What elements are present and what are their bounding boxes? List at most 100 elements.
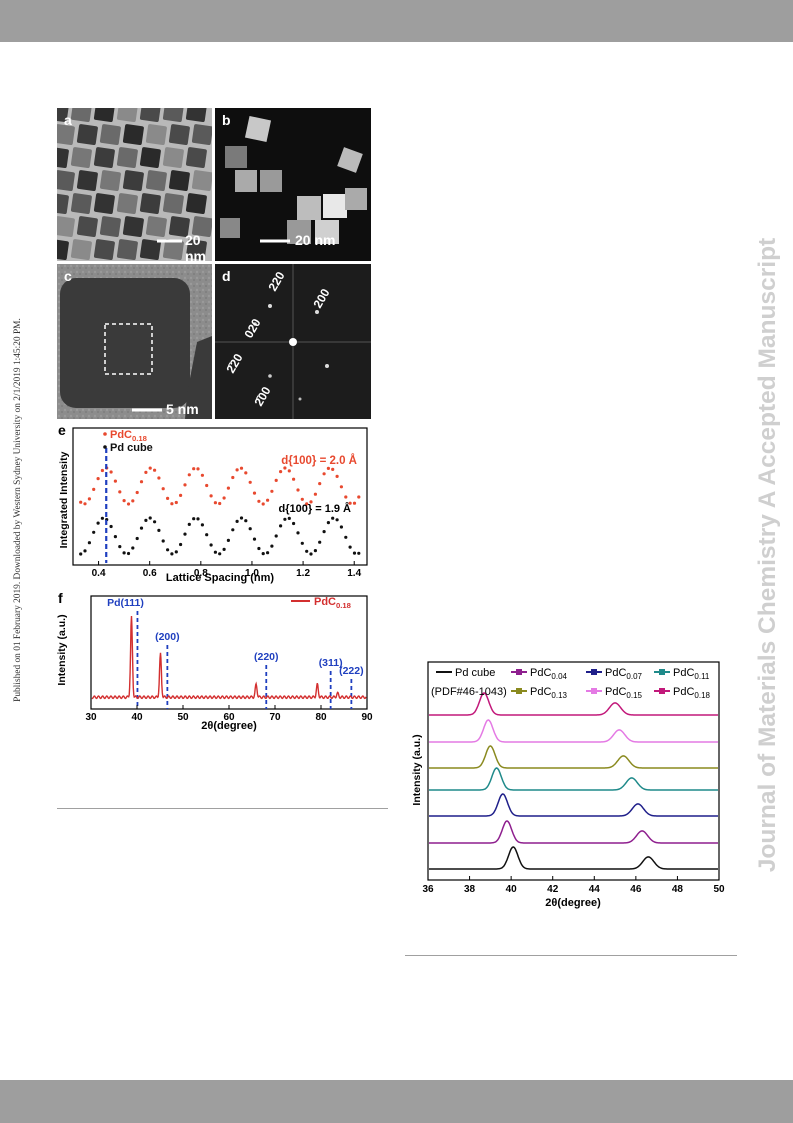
fft-spot-neg220: 2̄20 [223,351,245,376]
nanocube [168,170,190,192]
chart-e-point [166,496,170,500]
chart-e-point [161,487,165,491]
nanocube [139,239,161,261]
chart-e-point [322,472,326,476]
legend-square [516,669,522,675]
chart-f-tick-label: 70 [269,712,281,723]
nanocube [93,239,115,261]
nanocube [162,108,184,123]
nanocube [76,124,98,146]
chart-e-annotation-pdc: d{100} = 2.0 Å [281,454,357,467]
chart-e-point [279,470,283,474]
chart-e-xlabel: Lattice Spacing (nm) [166,572,275,584]
chart-f-ylabel: Intensity (a.u.) [56,614,68,685]
chart-f-tick-label: 30 [85,712,97,723]
nanocube [76,216,98,238]
chart-g-tick-label: 40 [506,884,518,895]
figure-divider-right [405,955,737,956]
chart-e-point [300,541,304,545]
chart-e-tick-label: 0.6 [143,568,157,579]
chart-e-point [192,467,196,471]
nanocube [260,170,282,192]
chart-e-point [196,467,200,471]
chart-f-reference-label: (220) [254,651,279,663]
chart-e-point [83,549,87,553]
nanocube [185,193,207,215]
nanocube [57,193,69,215]
nanocube [323,194,347,218]
chart-g-tick-label: 46 [630,884,642,895]
chart-e-point [187,473,191,477]
fft-spot-020: 020 [241,316,263,341]
chart-e-point [283,466,287,470]
chart-e-point [113,535,117,539]
chart-e-point [322,530,326,534]
chart-e-point [270,544,274,548]
nanocube [345,188,367,210]
chart-e-point [296,531,300,535]
chart-e-point [244,471,248,475]
chart-e-point [79,552,83,556]
chart-e-point [170,502,174,506]
chart-e-point [157,476,161,480]
fft-spot-200: 200 [310,286,332,311]
chart-e-point [248,480,252,484]
chart-e-tick-label: 1.2 [296,568,310,579]
chart-f-reference-label: (311) [319,657,343,669]
chart-f-tick-label: 60 [223,712,235,723]
chart-e-point [87,541,91,545]
legend-pdc018: PdC0.18 [314,596,352,610]
nanocube [93,147,115,169]
nanocube [99,170,121,192]
chart-e-point [209,494,213,498]
panel-label-c-text: c [64,268,72,284]
chart-e-point [339,525,343,529]
nanocube [122,170,144,192]
nanocube [57,239,69,261]
nanocube [122,216,144,238]
chart-f-tick-label: 40 [131,712,143,723]
chart-e-point [96,477,100,481]
legend-entry: PdC0.18 [673,686,711,700]
hrtem-panel-c: a c 5 nm [57,264,212,419]
chart-e-point [335,518,339,522]
chart-e-point [153,468,157,472]
scale-bar-b: 20 nm [295,232,336,248]
chart-e-point [222,547,226,551]
chart-e-point [261,552,265,556]
chart-e-point [187,522,191,526]
nanocube [145,170,167,192]
legend-marker [103,432,107,436]
chart-e-point [339,485,343,489]
nanocube [122,124,144,146]
chart-e-point [179,493,183,497]
chart-e-point [244,519,248,523]
legend-entry: Pd cube [455,667,495,679]
chart-e-point [183,532,187,536]
chart-e-point [144,470,148,474]
chart-e-point [109,524,113,529]
nanocube [70,108,92,123]
panel-label-f: f [58,590,63,606]
legend-pd-cube: Pd cube [110,442,153,454]
legend-square [659,669,665,675]
nanocube [139,147,161,169]
chart-e-point [274,534,278,538]
nanocube [168,216,190,238]
panel-label-e: e [58,422,66,438]
nanocube [93,108,115,123]
nanocube [185,108,207,123]
nanocube [162,147,184,169]
chart-e-point [231,528,235,532]
nanocube [70,147,92,169]
chart-e-point [248,527,252,531]
chart-e-point [170,552,174,556]
chart-e-point [257,499,261,503]
tem-image-a [57,108,212,261]
chart-e-point [344,495,348,499]
chart-e-point [274,478,278,482]
chart-e-point [196,517,200,521]
chart-e-point [318,482,322,486]
nanocube [99,216,121,238]
